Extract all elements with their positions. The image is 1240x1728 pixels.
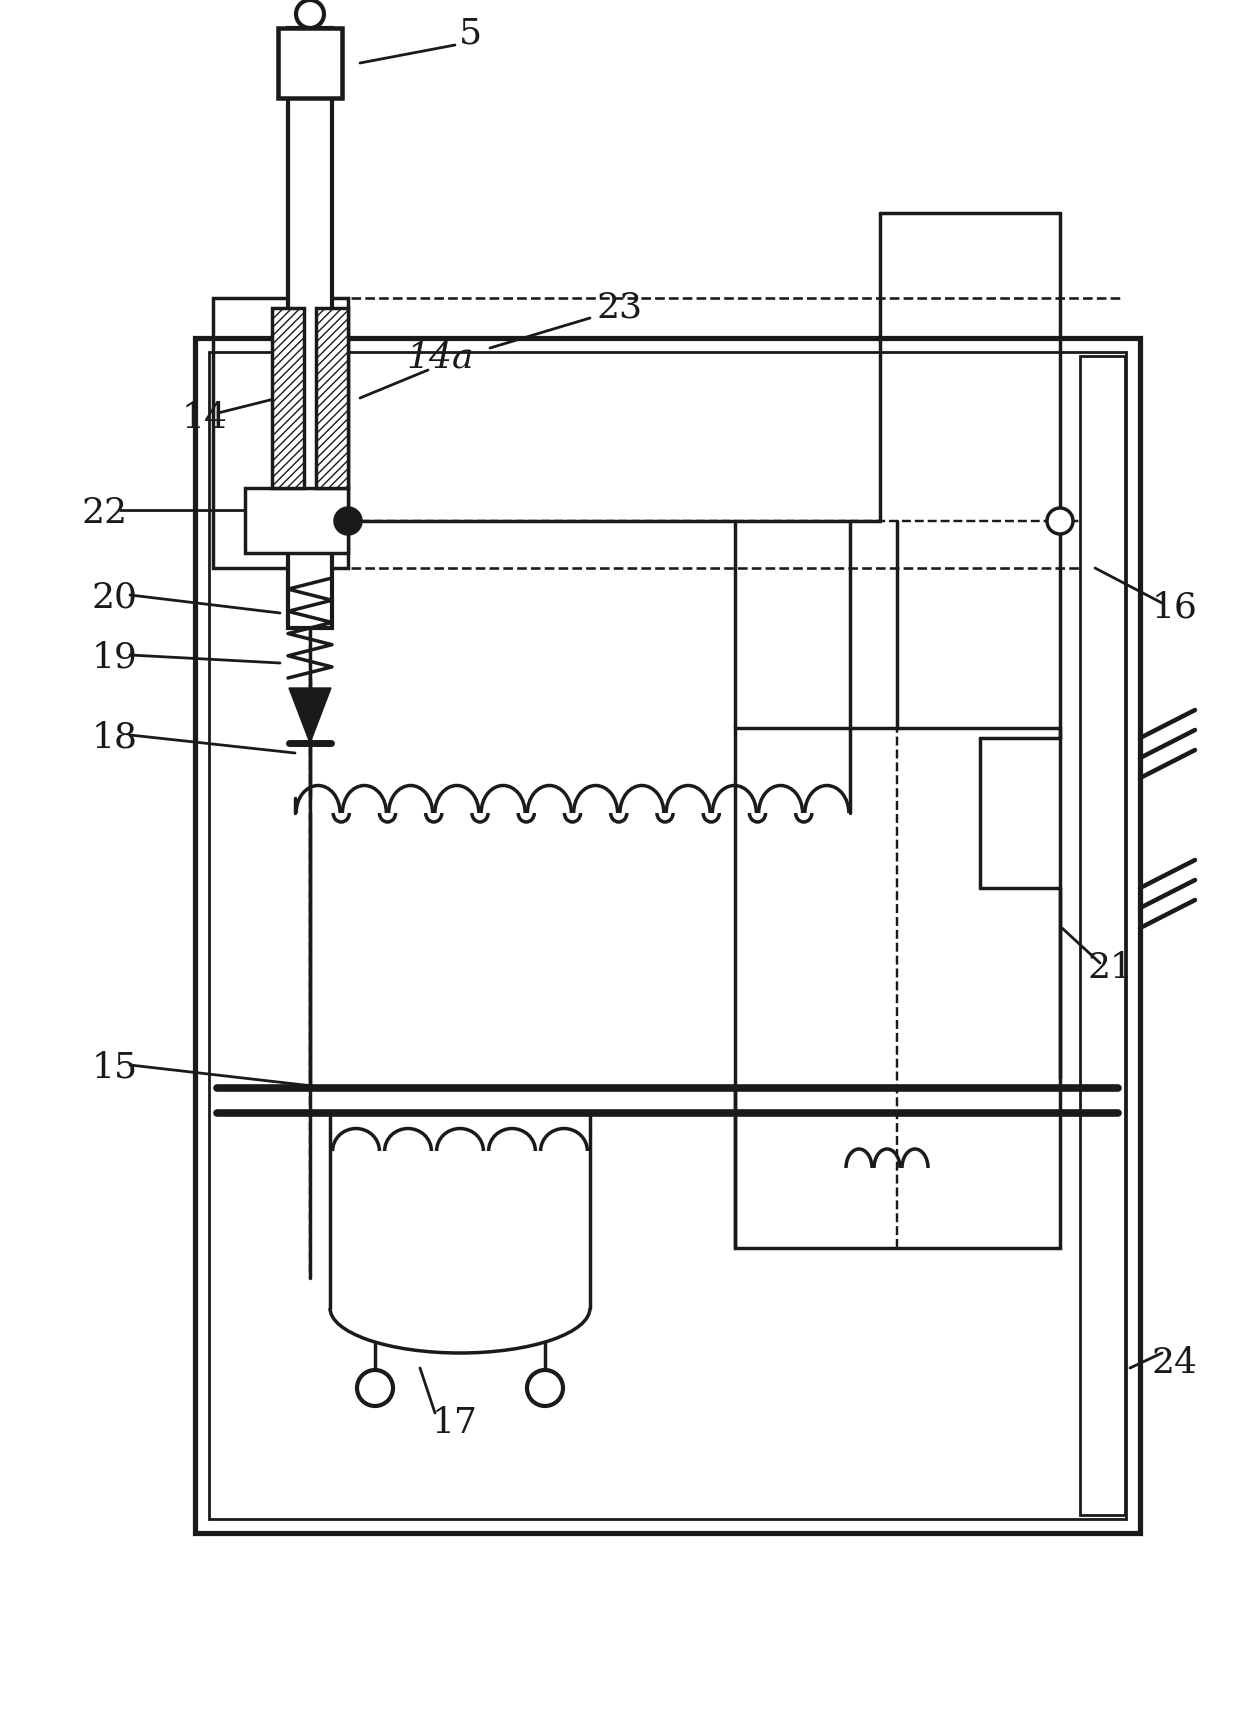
Bar (210, 353, 1126, 1519)
Bar (735, 727, 1060, 1248)
Text: 18: 18 (92, 721, 138, 755)
Text: 16: 16 (1152, 591, 1198, 626)
Text: 24: 24 (1152, 1346, 1198, 1381)
Bar (316, 308, 348, 487)
Text: 15: 15 (92, 1051, 138, 1085)
Circle shape (296, 0, 324, 28)
Bar (278, 28, 342, 98)
Text: 19: 19 (92, 641, 138, 676)
Circle shape (357, 1370, 393, 1407)
Bar (288, 28, 332, 627)
Text: 20: 20 (92, 581, 138, 615)
Polygon shape (289, 688, 331, 743)
Circle shape (335, 508, 361, 534)
Bar (195, 339, 1140, 1533)
Circle shape (527, 1370, 563, 1407)
Text: 23: 23 (596, 290, 644, 325)
Text: 14a: 14a (407, 340, 474, 375)
Bar (213, 297, 348, 569)
Text: 22: 22 (82, 496, 128, 530)
Text: 17: 17 (432, 1407, 477, 1439)
Circle shape (1047, 508, 1073, 534)
Bar (272, 308, 304, 487)
Bar (1080, 356, 1125, 1515)
Text: 21: 21 (1087, 950, 1133, 985)
Text: 14: 14 (182, 401, 228, 435)
Text: 5: 5 (459, 17, 481, 52)
Bar (246, 487, 348, 553)
